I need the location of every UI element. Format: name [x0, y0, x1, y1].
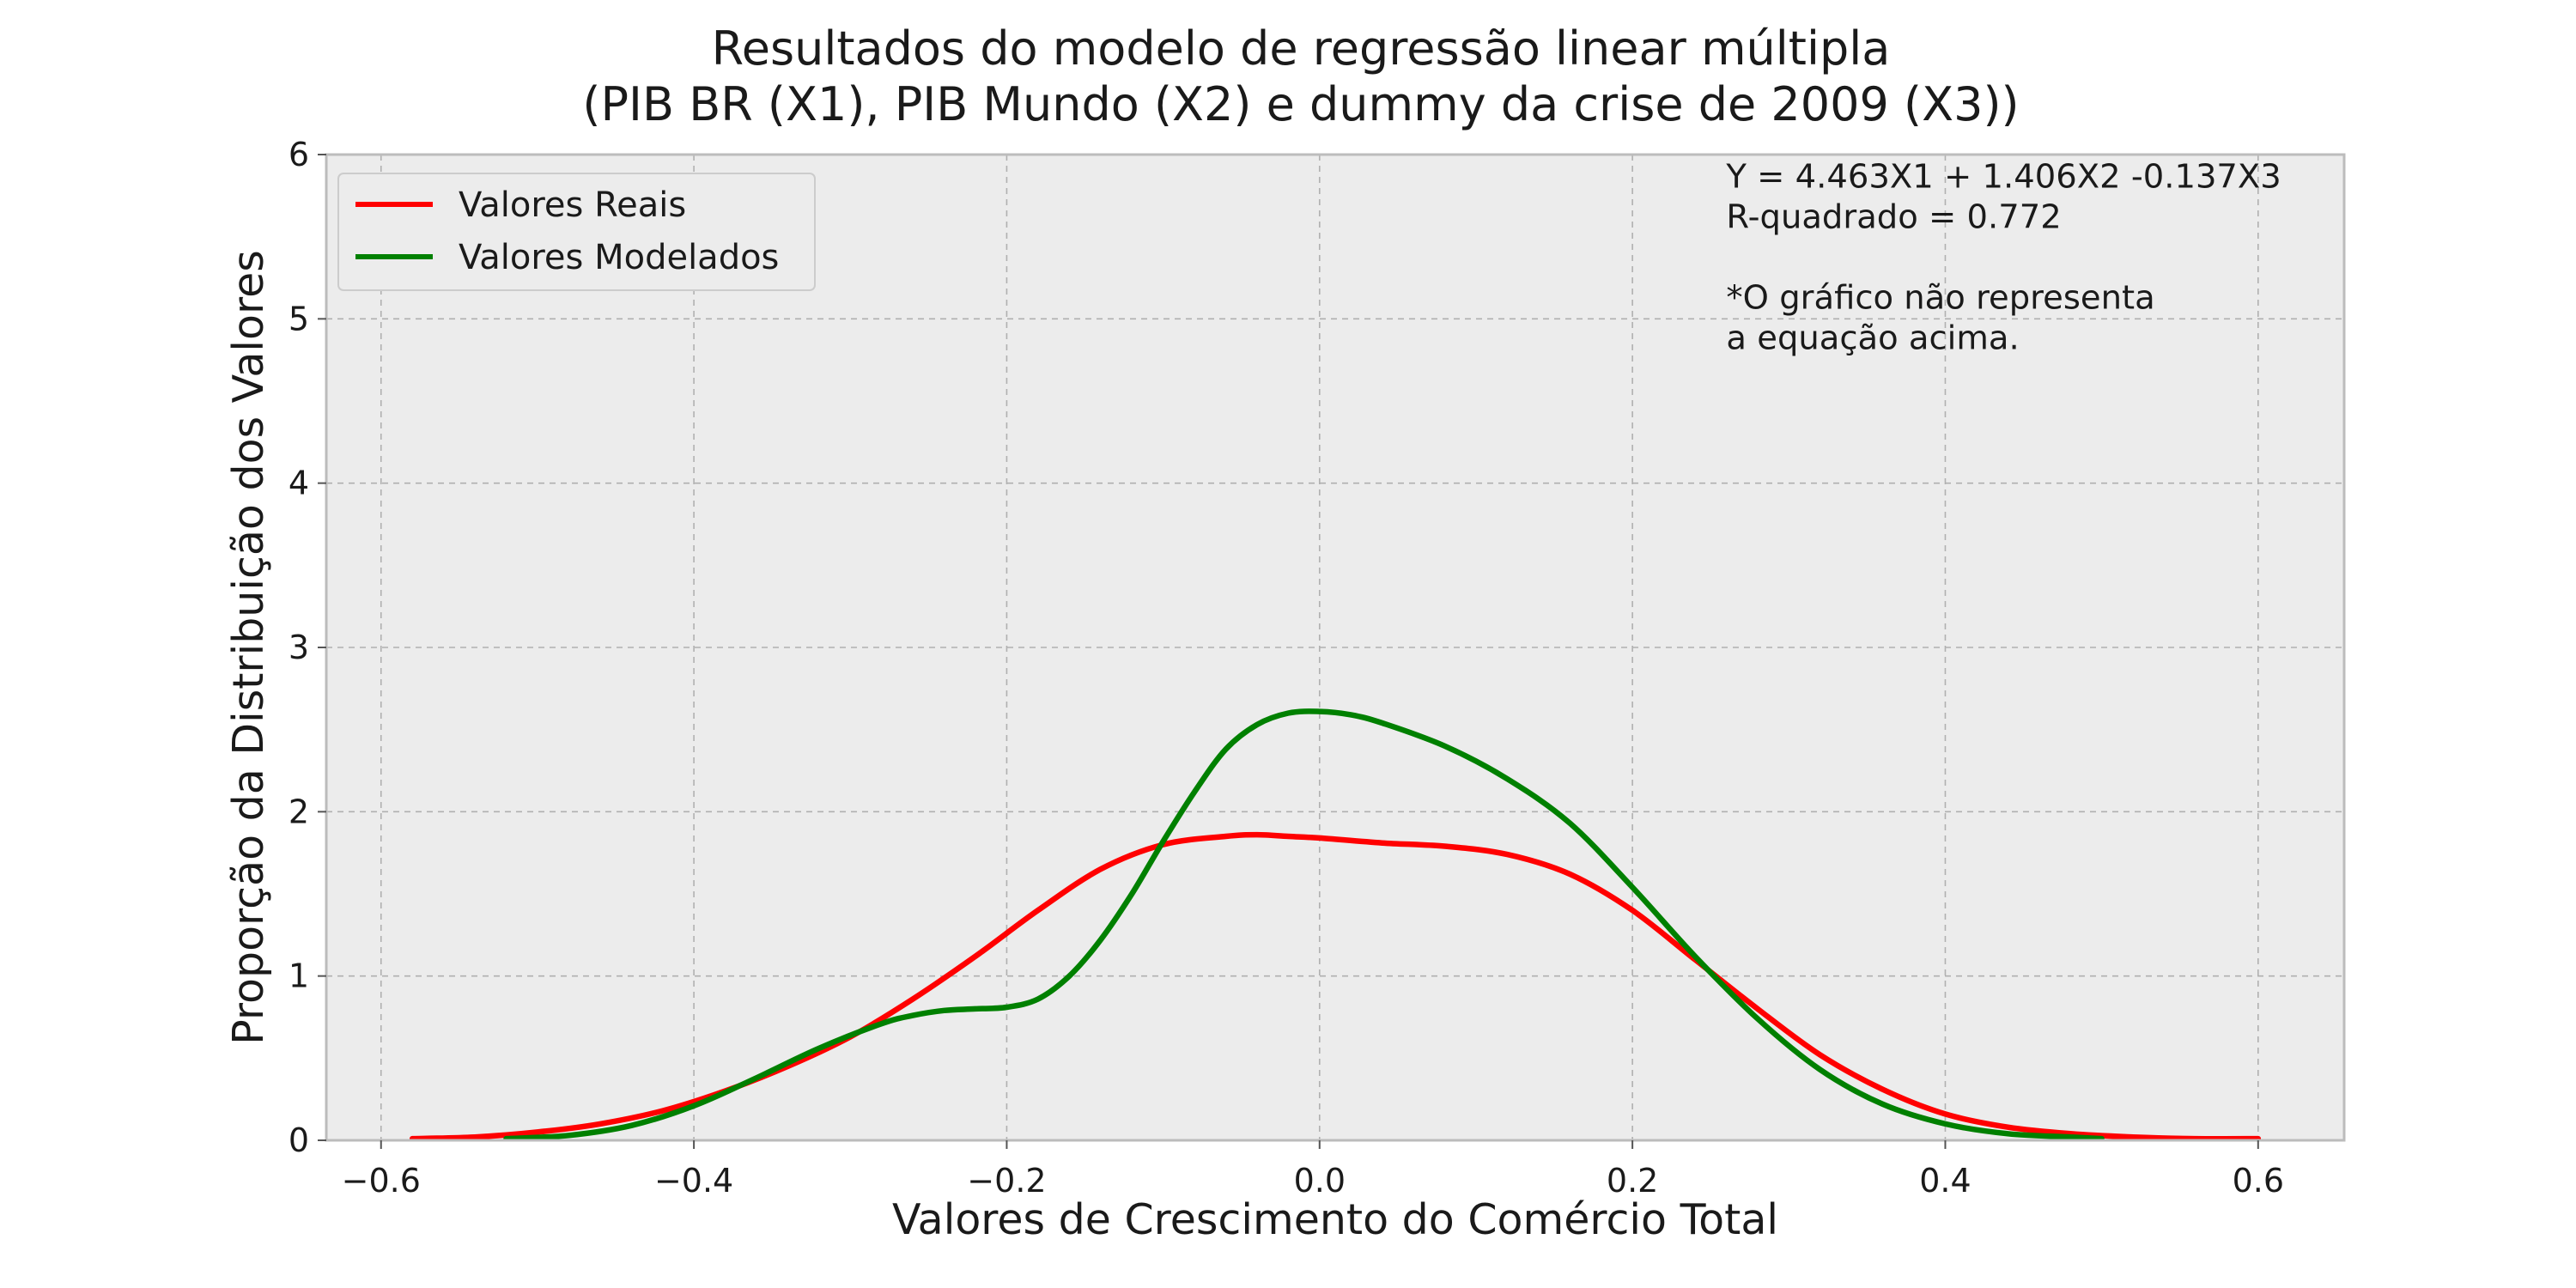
legend-label-valores-modelados: Valores Modelados [459, 238, 779, 277]
y-tick-label: 5 [289, 300, 309, 337]
x-axis-label: Valores de Crescimento do Comércio Total [892, 1195, 1778, 1244]
x-tick-label: −0.4 [654, 1162, 733, 1200]
tick-layer: −0.6 −0.4 −0.2 0.0 0.2 0.4 0.6 0 1 2 3 4 5 6 [289, 136, 2284, 1200]
annotation-line: Y = 4.463X1 + 1.406X2 -0.137X3 [1725, 157, 2281, 196]
y-tick-label: 1 [289, 957, 309, 995]
annotation-line: a equação acima. [1726, 319, 2019, 357]
x-tick-label: −0.2 [967, 1162, 1046, 1200]
y-tick-label: 6 [289, 136, 309, 173]
annotation-line: R-quadrado = 0.772 [1726, 197, 2061, 236]
annotation-line: *O gráfico não representa [1726, 278, 2154, 317]
x-tick-label: 0.0 [1294, 1162, 1346, 1200]
y-tick-label: 4 [289, 465, 309, 502]
y-axis-label: Proporção da Distribuição dos Valores [224, 250, 273, 1045]
series-layer [409, 708, 2262, 1142]
y-tick-label: 3 [289, 629, 309, 666]
y-tick-label: 2 [289, 793, 309, 830]
chart-title-line-2: (PIB BR (X1), PIB Mundo (X2) e dummy da … [582, 77, 2019, 131]
legend: Valores Reais Valores Modelados [337, 173, 816, 291]
legend-box [337, 173, 816, 291]
x-tick-label: 0.6 [2233, 1162, 2284, 1200]
x-tick-label: −0.6 [342, 1162, 421, 1200]
y-tick-label: 0 [289, 1121, 309, 1159]
x-tick-label: 0.2 [1607, 1162, 1658, 1200]
series-line-1 [503, 708, 2105, 1142]
grid-layer [326, 155, 2344, 1140]
equation-annotation: Y = 4.463X1 + 1.406X2 -0.137X3R-quadrado… [1725, 157, 2281, 357]
legend-label-valores-reais: Valores Reais [459, 185, 686, 225]
chart-title-line-1: Resultados do modelo de regressão linear… [712, 21, 1891, 76]
x-tick-label: 0.4 [1919, 1162, 1971, 1200]
